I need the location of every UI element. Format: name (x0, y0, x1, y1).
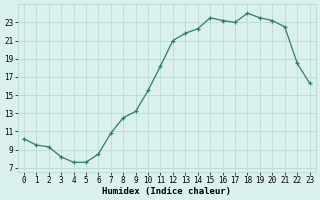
X-axis label: Humidex (Indice chaleur): Humidex (Indice chaleur) (102, 187, 231, 196)
